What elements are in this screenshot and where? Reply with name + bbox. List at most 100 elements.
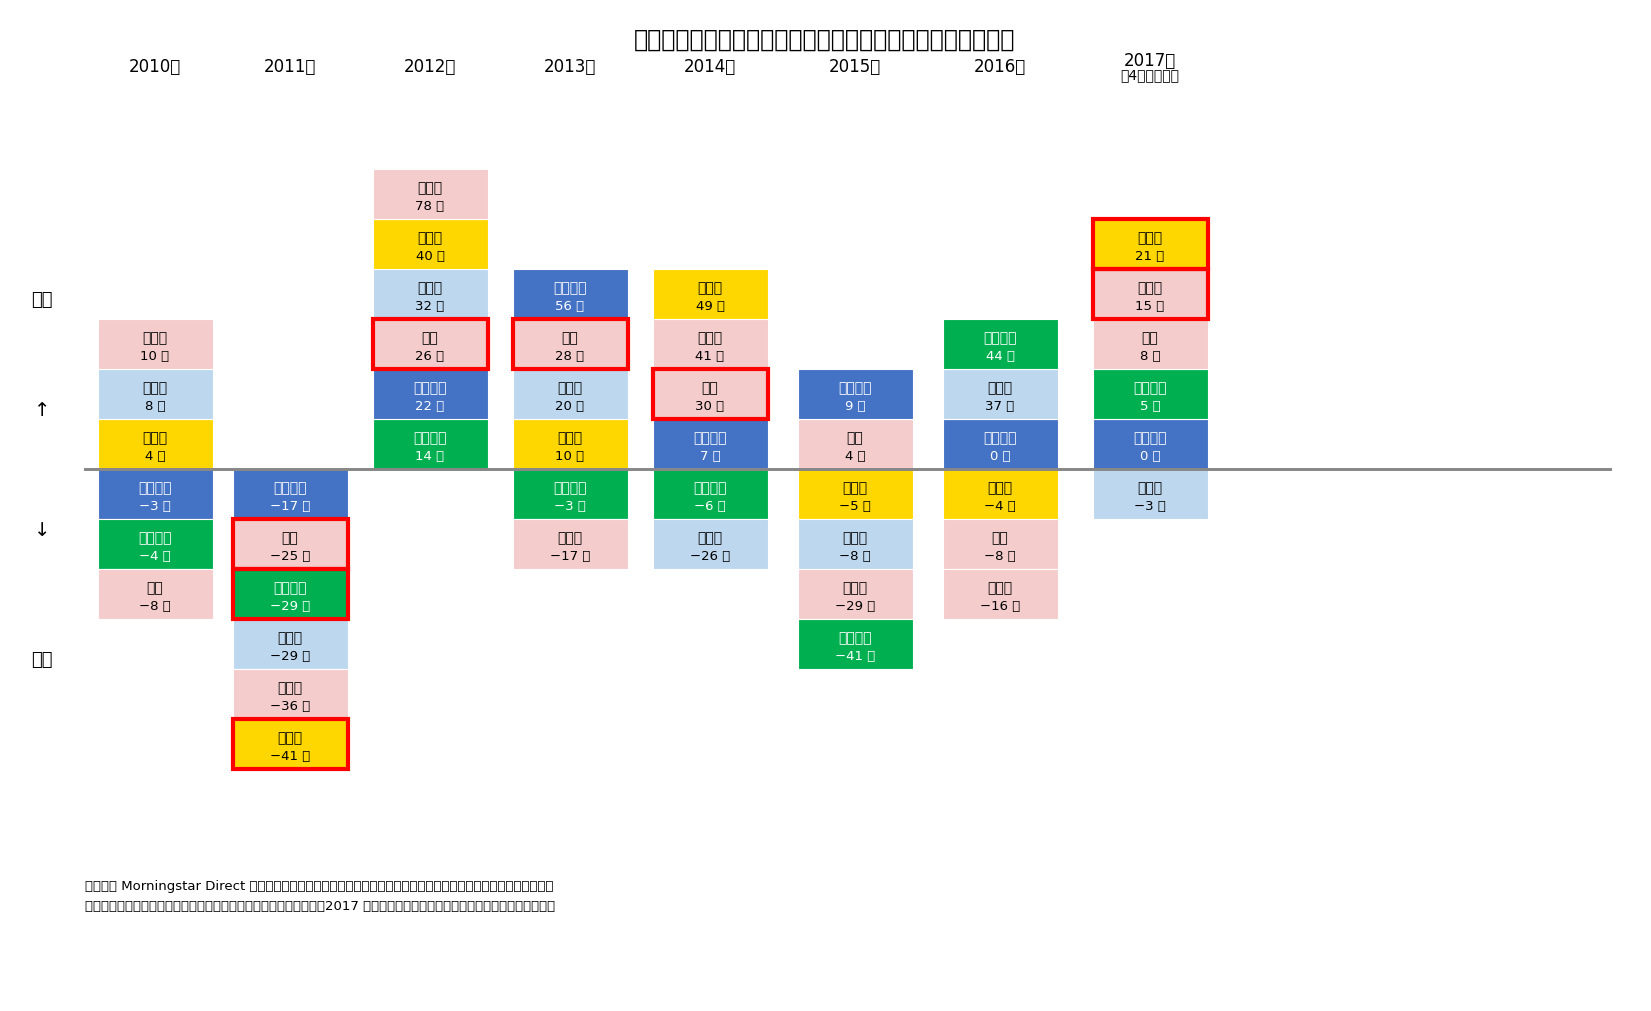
Text: （資料） Morningstar Direct を用いて筆者集計。ファンドの実際のパフォーマンスの平均値（年初純資産加重）。: （資料） Morningstar Direct を用いて筆者集計。ファンドの実際… (84, 880, 553, 892)
Text: 日経平均: 日経平均 (839, 381, 872, 395)
Text: 中国: 中国 (1141, 332, 1159, 345)
Text: −3 ％: −3 ％ (1134, 499, 1166, 512)
Text: 10 ％: 10 ％ (140, 349, 170, 362)
Text: トルコ: トルコ (277, 680, 302, 695)
Text: 中国: 中国 (561, 332, 578, 345)
Text: トルコ: トルコ (142, 332, 167, 345)
Text: −36 ％: −36 ％ (269, 699, 310, 712)
Text: 78 ％: 78 ％ (416, 199, 444, 212)
Text: 日経平均: 日経平均 (693, 431, 726, 445)
Bar (1093, 270, 1207, 319)
Bar (1093, 219, 1207, 270)
Text: −29 ％: −29 ％ (269, 649, 310, 662)
Text: ロシア: ロシア (842, 531, 867, 545)
Text: インド: インド (558, 431, 583, 445)
Text: 0 ％: 0 ％ (1139, 449, 1161, 462)
Text: インド: インド (842, 481, 867, 495)
Text: −8 ％: −8 ％ (139, 599, 170, 612)
Text: 2010年: 2010年 (129, 58, 182, 76)
Text: ブラジル: ブラジル (1133, 381, 1167, 395)
Text: ブラジル: ブラジル (139, 531, 172, 545)
Bar (652, 469, 768, 520)
Text: −17 ％: −17 ％ (550, 549, 589, 562)
Text: 0 ％: 0 ％ (989, 449, 1010, 462)
Bar (652, 370, 768, 420)
Text: 40 ％: 40 ％ (416, 250, 444, 262)
Bar (97, 469, 213, 520)
Bar (1093, 370, 1207, 420)
Text: −25 ％: −25 ％ (269, 549, 310, 562)
Bar (373, 219, 487, 270)
Bar (373, 420, 487, 469)
Bar (233, 719, 347, 769)
Text: ロシア: ロシア (558, 381, 583, 395)
Text: 4 ％: 4 ％ (145, 449, 165, 462)
Bar (97, 569, 213, 620)
Bar (373, 319, 487, 370)
Text: −17 ％: −17 ％ (269, 499, 310, 512)
Text: 21 ％: 21 ％ (1136, 250, 1164, 262)
Text: インド: インド (1138, 232, 1162, 246)
Text: 20 ％: 20 ％ (555, 399, 584, 412)
Text: ↑: ↑ (33, 400, 50, 420)
Text: 44 ％: 44 ％ (986, 349, 1014, 362)
Bar (233, 520, 347, 569)
Text: 中国: 中国 (147, 581, 163, 594)
Text: 37 ％: 37 ％ (986, 399, 1015, 412)
Text: ロシア: ロシア (142, 381, 167, 395)
Text: −16 ％: −16 ％ (981, 599, 1020, 612)
Text: 14 ％: 14 ％ (416, 449, 444, 462)
Bar (373, 270, 487, 319)
Text: 8 ％: 8 ％ (1139, 349, 1161, 362)
Bar (1093, 469, 1207, 520)
Bar (943, 469, 1058, 520)
Text: 2011年: 2011年 (264, 58, 317, 76)
Text: −41 ％: −41 ％ (835, 649, 875, 662)
Bar (97, 420, 213, 469)
Text: ブラジル: ブラジル (693, 481, 726, 495)
Bar (233, 620, 347, 669)
Text: 日経平均: 日経平均 (1133, 431, 1167, 445)
Text: 10 ％: 10 ％ (555, 449, 584, 462)
Text: インド: インド (277, 731, 302, 745)
Text: 49 ％: 49 ％ (695, 299, 725, 312)
Text: 中国: 中国 (282, 531, 299, 545)
Bar (943, 520, 1058, 569)
Text: トルコ: トルコ (697, 332, 723, 345)
Text: −3 ％: −3 ％ (555, 499, 586, 512)
Text: 日経平均: 日経平均 (274, 481, 307, 495)
Bar (97, 370, 213, 420)
Text: 56 ％: 56 ％ (555, 299, 584, 312)
Text: 2017年: 2017年 (1124, 52, 1176, 70)
Text: トルコ: トルコ (1138, 281, 1162, 295)
Text: インド: インド (142, 431, 167, 445)
Text: 5 ％: 5 ％ (1139, 399, 1161, 412)
Text: −5 ％: −5 ％ (839, 499, 872, 512)
Text: 下落: 下落 (31, 650, 53, 668)
Bar (1093, 270, 1207, 319)
Bar (512, 370, 627, 420)
Text: ブラジル: ブラジル (553, 481, 586, 495)
Text: −6 ％: −6 ％ (693, 499, 726, 512)
Bar (652, 370, 768, 420)
Bar (233, 469, 347, 520)
Text: 中国: 中国 (421, 332, 439, 345)
Text: ロシア: ロシア (418, 281, 442, 295)
Bar (943, 370, 1058, 420)
Text: −29 ％: −29 ％ (269, 599, 310, 612)
Text: ブラジル: ブラジル (839, 631, 872, 645)
Text: ブラジル: ブラジル (274, 581, 307, 594)
Text: ロシア: ロシア (277, 631, 302, 645)
Bar (373, 170, 487, 219)
Text: 15 ％: 15 ％ (1136, 299, 1164, 312)
Text: −41 ％: −41 ％ (269, 749, 310, 761)
Bar (797, 370, 913, 420)
Text: −8 ％: −8 ％ (839, 549, 870, 562)
Bar (373, 370, 487, 420)
Text: 中国: 中国 (847, 431, 863, 445)
Text: トルコ: トルコ (987, 581, 1012, 594)
Bar (1093, 420, 1207, 469)
Bar (797, 469, 913, 520)
Bar (233, 569, 347, 620)
Text: 7 ％: 7 ％ (700, 449, 720, 462)
